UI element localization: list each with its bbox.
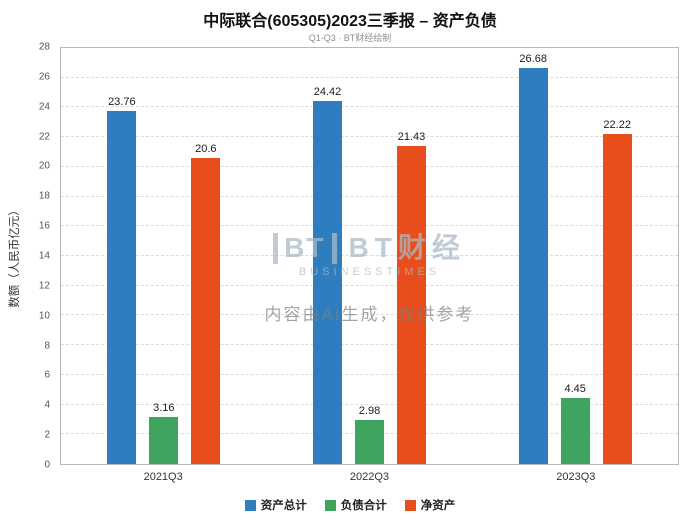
plot-area: 23.76 3.16 20.6 24.42 2.98 21.43 26.68 4.45 22.2…	[60, 47, 679, 465]
gridline	[61, 344, 678, 346]
bar-value-label: 22.22	[603, 118, 631, 131]
bar-value-label: 20.6	[195, 142, 217, 155]
bar-value-label: 26.68	[519, 52, 547, 65]
chart-subtitle: Q1-Q3 · BT财经绘制	[308, 33, 392, 43]
bar-column: 2.98	[355, 48, 384, 464]
y-tick-label: 4	[44, 399, 50, 411]
bar-column: 20.6	[191, 48, 221, 464]
gridline	[61, 403, 678, 405]
gridline	[61, 76, 678, 78]
y-tick-label: 26	[38, 71, 50, 83]
bar-value-label: 23.76	[108, 96, 136, 108]
bar-净资产-2022Q3	[397, 145, 426, 464]
legend-label: 资产总计	[260, 500, 307, 512]
bar-资产总计-2023Q3	[518, 67, 548, 464]
bar-负债合计-2021Q3	[149, 417, 179, 464]
bar-column: 24.42	[313, 48, 342, 464]
bar-group-2021Q3: 23.76 3.16 20.6	[61, 48, 267, 464]
bar-value-label: 4.45	[564, 382, 586, 395]
bar-value-label: 2.98	[358, 404, 381, 417]
bar-value-label: 24.42	[313, 86, 342, 99]
legend-label: 净资产	[420, 500, 456, 512]
legend-swatch	[404, 499, 416, 511]
chart-title: 中际联合(605305)2023三季报 – 资产负债	[203, 13, 497, 30]
bar-净资产-2023Q3	[602, 133, 632, 464]
gridline	[61, 284, 678, 286]
gridline	[61, 373, 678, 375]
y-tick-label: 20	[38, 160, 50, 172]
legend: 资产总计 负债合计 净资产	[0, 497, 700, 513]
y-tick-label: 24	[38, 101, 50, 113]
x-axis-ticks: 2021Q3 2022Q3 2023Q3	[60, 471, 679, 483]
bar-column: 4.45	[560, 48, 590, 464]
legend-label: 负债合计	[340, 500, 387, 512]
y-tick-label: 28	[38, 41, 50, 53]
gridline	[61, 136, 678, 138]
y-tick-label: 12	[38, 280, 50, 292]
legend-swatch	[244, 499, 256, 511]
bar-负债合计-2022Q3	[355, 419, 384, 464]
legend-item-负债合计[interactable]: 负债合计	[324, 497, 387, 513]
bar-column: 22.22	[602, 48, 632, 464]
legend-item-资产总计[interactable]: 资产总计	[244, 497, 307, 513]
y-tick-label: 18	[38, 190, 50, 202]
y-tick-label: 14	[38, 250, 50, 262]
bar-column: 3.16	[149, 48, 179, 464]
bar-净资产-2021Q3	[191, 157, 221, 464]
gridline	[61, 195, 678, 197]
y-tick-label: 22	[38, 131, 50, 143]
y-tick-label: 10	[38, 310, 50, 322]
bar-负债合计-2023Q3	[560, 397, 590, 464]
y-tick-label: 6	[44, 369, 50, 381]
y-tick-label: 16	[38, 220, 50, 232]
y-tick-label: 2	[44, 429, 50, 441]
bar-资产总计-2021Q3	[107, 111, 137, 464]
gridline	[61, 106, 678, 108]
bar-value-label: 3.16	[153, 402, 175, 415]
bar-value-label: 21.43	[397, 130, 426, 143]
bar-groups: 23.76 3.16 20.6 24.42 2.98 21.43 26.68 4.45 22.2…	[61, 48, 678, 464]
gridline	[61, 314, 678, 316]
y-tick-label: 8	[44, 340, 50, 352]
legend-item-净资产[interactable]: 净资产	[404, 497, 456, 513]
gridline	[61, 225, 678, 227]
y-axis-ticks: 0 2 4 6 8 10 12 14 16 18 20 22 24 26 28	[28, 42, 54, 471]
y-tick-label: 0	[44, 459, 50, 471]
bar-group-2022Q3: 24.42 2.98 21.43	[267, 48, 473, 464]
bar-column: 23.76	[107, 48, 137, 464]
x-tick-label: 2021Q3	[143, 471, 183, 483]
bar-column: 26.68	[518, 48, 548, 464]
y-axis-label: 数额（人民币亿元）	[9, 204, 21, 308]
bar-group-2023Q3: 26.68 4.45 22.22	[472, 48, 678, 464]
legend-swatch	[324, 499, 336, 511]
gridline	[61, 255, 678, 256]
bar-column: 21.43	[397, 48, 426, 464]
bar-资产总计-2022Q3	[313, 101, 342, 464]
x-tick-label: 2023Q3	[556, 471, 596, 483]
x-tick-label: 2022Q3	[349, 471, 390, 483]
gridline	[61, 165, 678, 167]
